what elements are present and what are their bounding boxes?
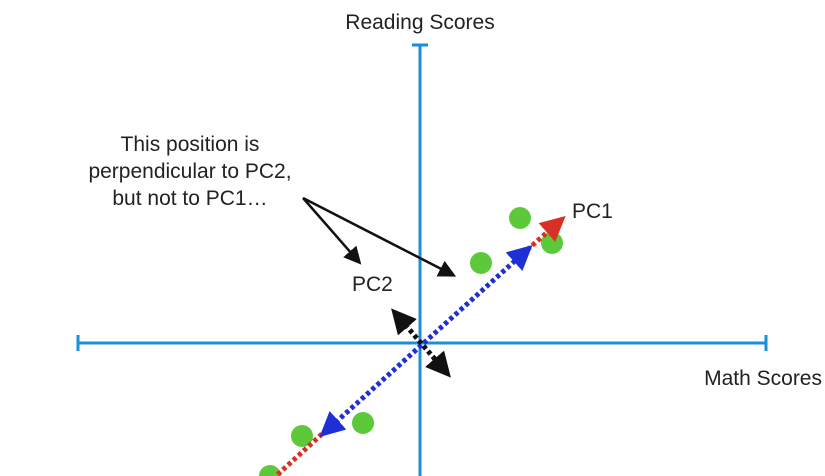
annotation-arrow-to-position <box>302 196 457 277</box>
pc2-label: PC2 <box>352 273 393 296</box>
annotation-line-2: perpendicular to PC2, <box>88 160 291 183</box>
annotation-line-1: This position is <box>121 133 260 156</box>
pc1-red-lower-segment <box>274 432 324 476</box>
annotation-line-3: but not to PC1… <box>112 187 267 210</box>
annotation-text: This position is perpendicular to PC2, b… <box>88 133 291 210</box>
data-point <box>352 412 374 434</box>
y-axis-label: Reading Scores <box>345 11 494 34</box>
annotation-arrow-to-pc2 <box>302 197 362 265</box>
x-axis-label: Math Scores <box>704 367 822 390</box>
annotation-arrows <box>302 196 457 277</box>
pc1-outer-segments <box>274 216 566 476</box>
data-point <box>470 252 492 274</box>
axes <box>76 43 768 476</box>
pc1-label: PC1 <box>572 200 613 223</box>
data-point <box>291 425 313 447</box>
data-point <box>259 465 281 476</box>
data-point <box>509 207 531 229</box>
pc2-arrow <box>391 308 451 378</box>
